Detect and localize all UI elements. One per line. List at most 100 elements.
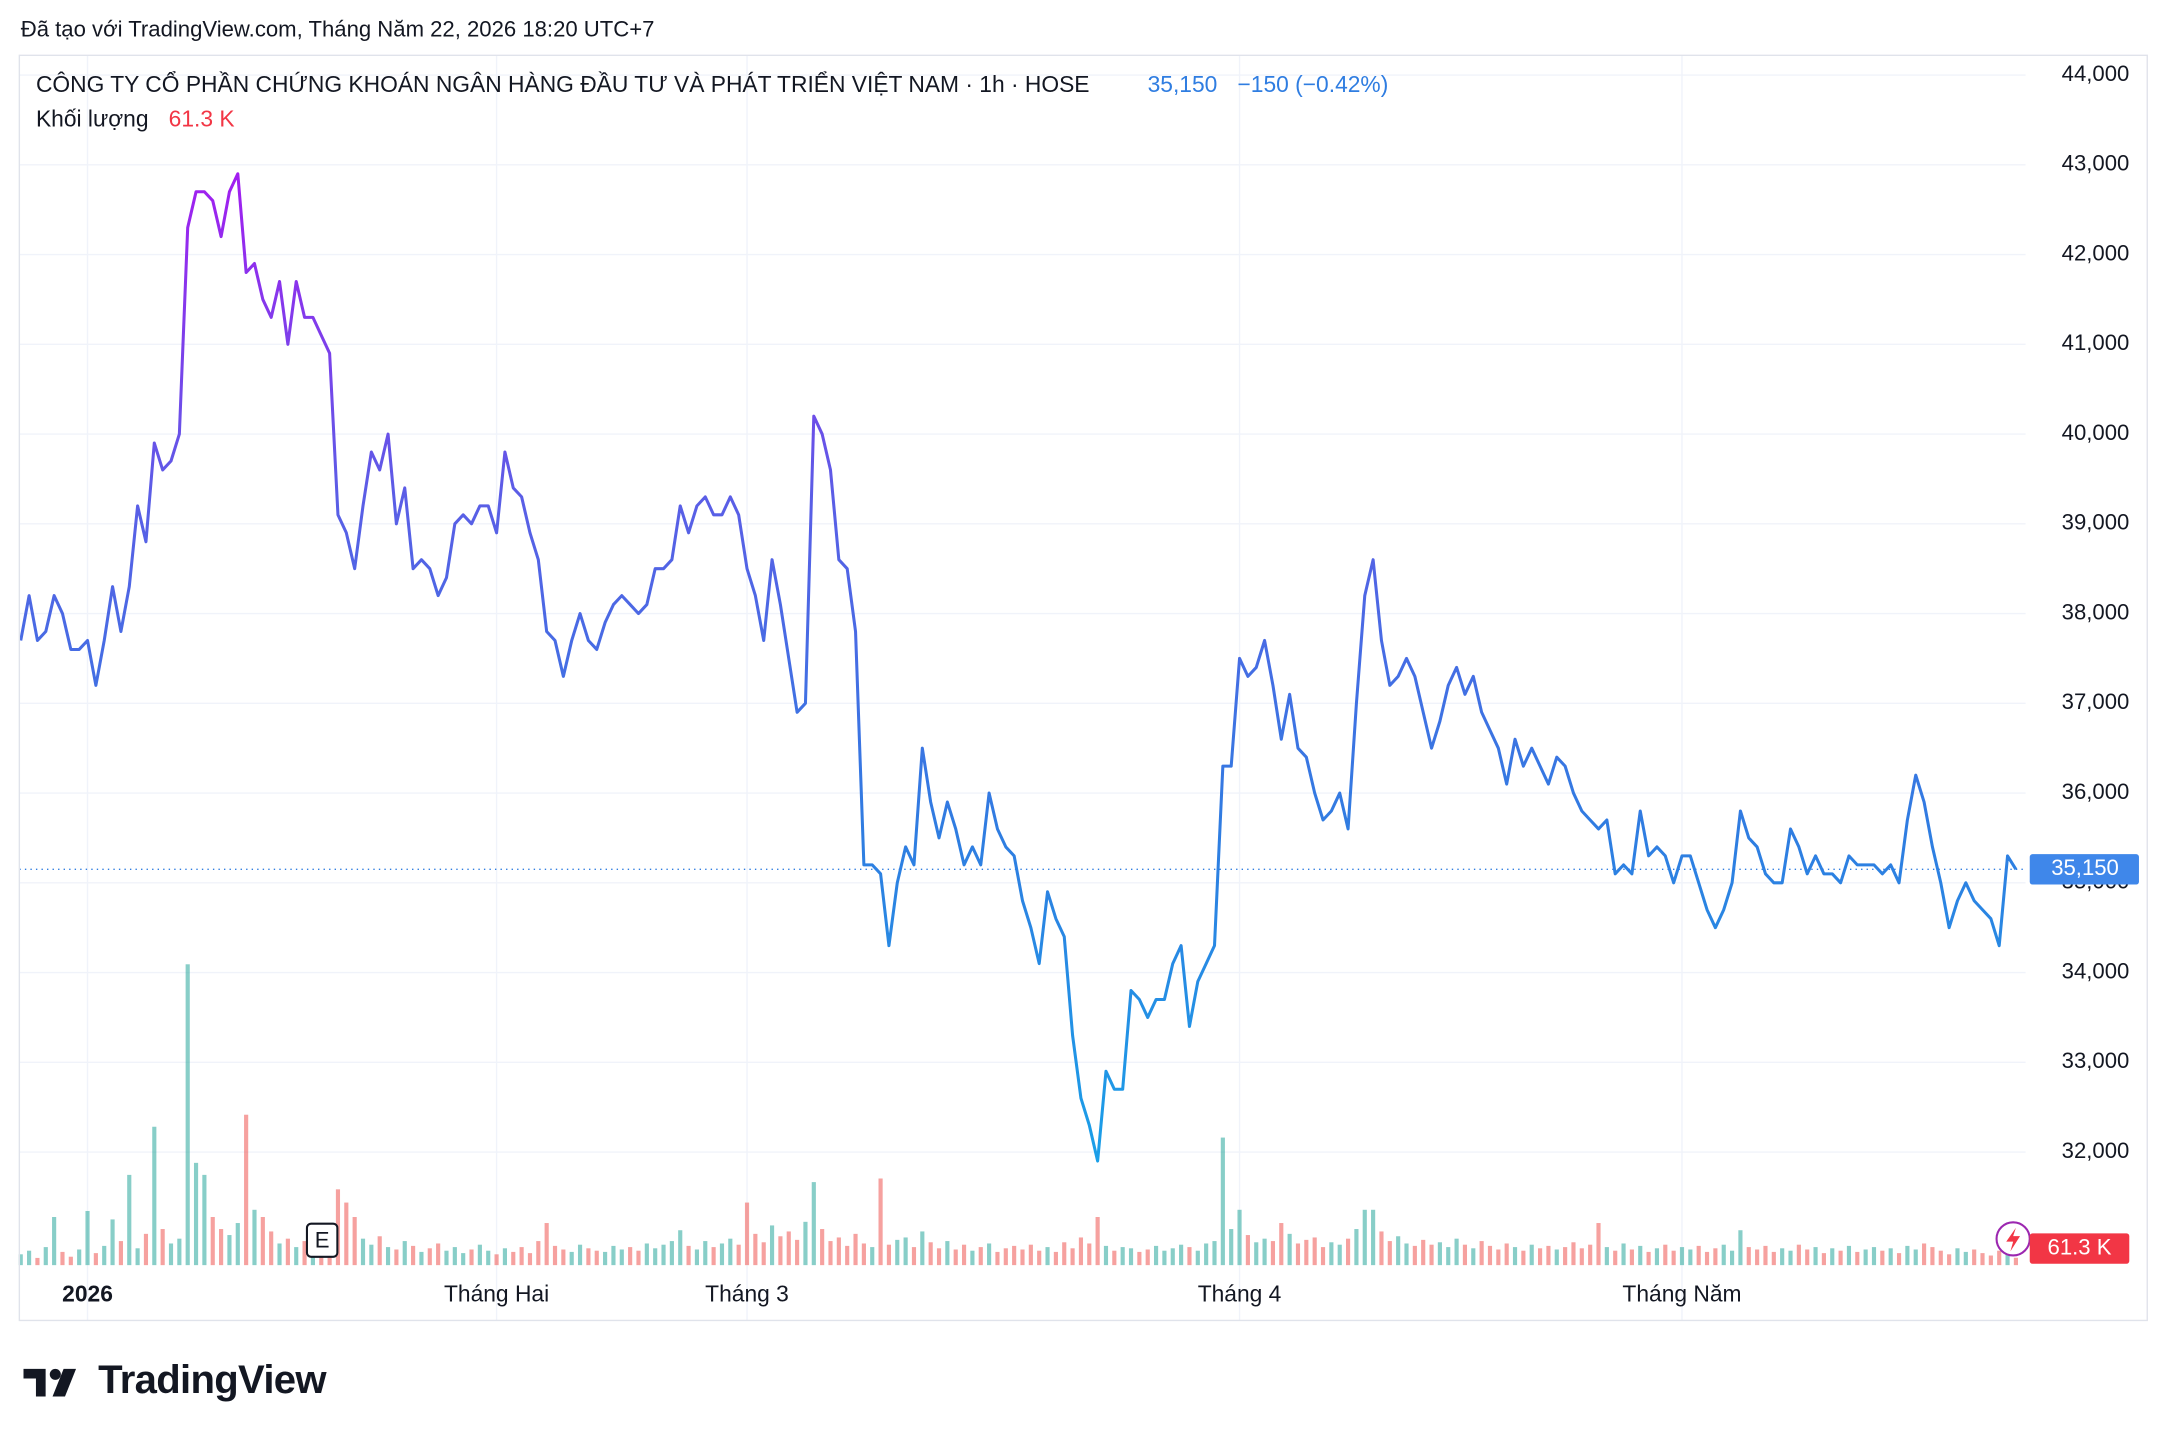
volume-bar bbox=[1137, 1251, 1142, 1266]
volume-bar bbox=[1980, 1253, 1985, 1266]
icon-bolt[interactable] bbox=[2006, 1227, 2021, 1252]
last-price-box-label: 35,150 bbox=[2051, 855, 2119, 880]
volume-bar bbox=[394, 1249, 399, 1266]
volume-bar bbox=[820, 1229, 825, 1266]
volume-bar bbox=[845, 1245, 850, 1266]
volume-bar bbox=[1112, 1250, 1117, 1266]
y-tick-label: 43,000 bbox=[2062, 151, 2130, 176]
x-tick-label: Tháng 4 bbox=[1198, 1281, 1282, 1307]
volume-bar bbox=[110, 1219, 115, 1266]
volume-bar bbox=[1379, 1231, 1384, 1266]
volume-bar bbox=[1846, 1245, 1852, 1266]
volume-bar bbox=[1446, 1247, 1451, 1266]
volume-bar bbox=[586, 1248, 591, 1266]
volume-bar bbox=[1780, 1248, 1785, 1266]
volume-bar bbox=[552, 1245, 558, 1266]
earnings-marker[interactable]: E bbox=[305, 1222, 339, 1258]
chart-title: CÔNG TY CỔ PHẦN CHỨNG KHOÁN NGÂN HÀNG ĐẦ… bbox=[36, 71, 1090, 97]
volume-bar bbox=[1220, 1137, 1225, 1266]
volume-bar bbox=[703, 1241, 708, 1266]
volume-bar bbox=[285, 1238, 290, 1266]
volume-bar bbox=[1863, 1249, 1868, 1266]
price-line-layer bbox=[19, 172, 2026, 1163]
volume-bar bbox=[2013, 1257, 2018, 1266]
volume-bar bbox=[1755, 1249, 1760, 1266]
earnings-label[interactable]: E bbox=[315, 1227, 330, 1252]
volume-bar bbox=[1412, 1245, 1417, 1266]
volume-bar bbox=[1922, 1243, 1927, 1266]
volume-bar bbox=[836, 1237, 841, 1266]
volume-bar bbox=[753, 1233, 758, 1266]
volume-bar bbox=[744, 1202, 750, 1266]
volume-bar bbox=[911, 1247, 917, 1266]
volume-bar bbox=[385, 1247, 391, 1266]
volume-bar bbox=[1546, 1245, 1551, 1266]
volume-bar bbox=[1512, 1247, 1518, 1266]
volume-bar bbox=[1320, 1247, 1326, 1266]
volume-bar bbox=[269, 1231, 274, 1266]
volume-bar bbox=[1237, 1209, 1242, 1266]
grid bbox=[19, 55, 2026, 1321]
volume-bar bbox=[1362, 1209, 1367, 1266]
volume-bar bbox=[945, 1241, 950, 1266]
volume-bar bbox=[653, 1248, 658, 1266]
volume-bar bbox=[118, 1241, 123, 1266]
volume-bar bbox=[1997, 1250, 2002, 1266]
volume-bar bbox=[1404, 1243, 1409, 1266]
y-tick-label: 42,000 bbox=[2062, 240, 2130, 265]
volume-bar bbox=[1170, 1248, 1175, 1266]
volume-bar bbox=[1471, 1248, 1476, 1266]
volume-bar bbox=[402, 1241, 407, 1266]
volume-bar bbox=[628, 1247, 633, 1266]
volume-bar bbox=[511, 1251, 516, 1266]
volume-bar bbox=[1696, 1245, 1701, 1266]
volume-bar bbox=[1387, 1241, 1392, 1266]
volume-bar bbox=[636, 1250, 641, 1266]
volume-bar bbox=[719, 1243, 725, 1266]
volume-bar bbox=[1070, 1248, 1075, 1266]
volume-bar bbox=[619, 1249, 624, 1266]
volume-bar bbox=[177, 1238, 182, 1266]
volume-bar bbox=[1796, 1244, 1801, 1266]
volume-bar bbox=[803, 1221, 808, 1266]
volume-bar bbox=[1437, 1242, 1442, 1266]
volume-bar bbox=[936, 1248, 942, 1266]
volume-bar bbox=[1179, 1244, 1184, 1266]
volume-bar bbox=[2005, 1254, 2010, 1266]
volume-title: Khối lượng bbox=[36, 105, 149, 131]
volume-bar bbox=[1254, 1242, 1259, 1266]
volume-bar bbox=[1629, 1249, 1634, 1266]
volume-bar bbox=[786, 1231, 791, 1266]
earnings-box[interactable] bbox=[305, 1222, 339, 1258]
volume-bar bbox=[1354, 1229, 1359, 1266]
volume-bar bbox=[594, 1250, 599, 1266]
volume-bar bbox=[1095, 1217, 1100, 1266]
logo-v bbox=[52, 1368, 77, 1397]
volume-bar bbox=[1679, 1247, 1685, 1266]
volume-bar bbox=[1195, 1250, 1200, 1266]
volume-bar bbox=[644, 1243, 649, 1266]
volume-bar bbox=[1529, 1244, 1534, 1266]
lightning-icon[interactable] bbox=[1995, 1221, 2031, 1257]
volume-bar bbox=[1229, 1229, 1234, 1266]
x-tick-label: Tháng Năm bbox=[1622, 1281, 1741, 1307]
y-tick-label: 44,000 bbox=[2062, 61, 2130, 86]
volume-bar bbox=[978, 1247, 983, 1266]
volume-bar bbox=[870, 1247, 875, 1266]
volume-bar bbox=[1805, 1249, 1810, 1266]
last-price-box bbox=[2029, 854, 2139, 885]
volume-bar bbox=[778, 1236, 783, 1266]
y-tick-label: 37,000 bbox=[2062, 689, 2130, 714]
volume-bar bbox=[1329, 1242, 1334, 1266]
volume-bar bbox=[1730, 1250, 1735, 1266]
volume-bar bbox=[160, 1229, 165, 1266]
brand-name: TradingView bbox=[98, 1358, 327, 1402]
volume-bar bbox=[686, 1245, 691, 1266]
volume-bar bbox=[661, 1244, 666, 1266]
volume-bar bbox=[477, 1244, 482, 1266]
volume-bar bbox=[711, 1247, 716, 1266]
volume-bar bbox=[143, 1233, 149, 1266]
volume-bar bbox=[903, 1237, 908, 1266]
volume-bar bbox=[1972, 1249, 1977, 1266]
